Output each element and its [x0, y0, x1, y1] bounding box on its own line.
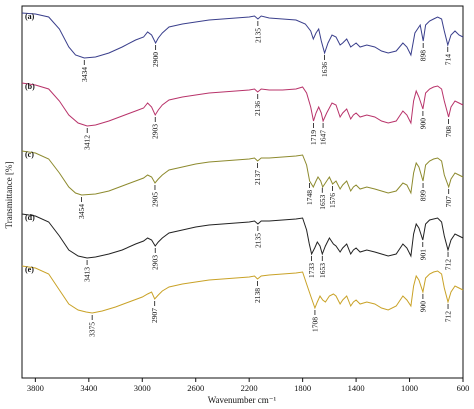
series-line-5 [21, 265, 464, 314]
annotation-label: 3434 [80, 67, 89, 82]
annotation-label: 712 [444, 311, 453, 323]
x-tick-label: 1800 [294, 383, 311, 393]
annotation-label: 900 [418, 301, 427, 313]
series-line-3 [21, 150, 464, 196]
annotation-label: 3413 [83, 267, 92, 282]
x-axis-ticks: 3800 3400 3000 2600 2200 1800 1400 1000 600 [27, 378, 470, 393]
x-tick-label: 600 [457, 383, 470, 393]
annotation-label: 1653 [318, 195, 327, 210]
series-line-2 [21, 82, 464, 127]
panel-label: (c) [25, 150, 34, 159]
annotation-label: 1719 [309, 130, 318, 145]
annotation-label: 2903 [151, 255, 160, 270]
panel-label: (b) [25, 82, 35, 91]
series-line-1 [21, 12, 464, 59]
y-axis-label: Transmittance [%] [4, 162, 14, 229]
plot-frame [21, 5, 464, 379]
x-axis-label: Wavenumber cm⁻¹ [208, 395, 277, 405]
x-tick-label: 2200 [241, 383, 258, 393]
annotation-label: 3454 [77, 204, 86, 219]
annotation-label: 1647 [319, 130, 328, 145]
panel-label: (d) [25, 213, 35, 222]
annotation-label: 1636 [320, 62, 329, 77]
annotation-label: 2138 [253, 288, 262, 303]
annotation-label: 2137 [253, 170, 262, 185]
annotation-label: 2135 [253, 28, 262, 43]
panel-label-layer: (a) (b) (c) (d) (e) [25, 12, 35, 274]
annotation-label: 898 [419, 50, 428, 62]
x-tick-label: 3800 [27, 383, 44, 393]
x-tick-label: 3000 [134, 383, 151, 393]
annotation-label: 708 [444, 126, 453, 138]
x-tick-label: 1000 [401, 383, 418, 393]
annotation-label: 2903 [151, 124, 160, 139]
annotation-label: 1576 [328, 193, 337, 208]
annotation-label: 2907 [150, 308, 159, 323]
annotation-label: 712 [444, 259, 453, 271]
annotation-label: 714 [443, 54, 452, 66]
annotation-label: 2905 [150, 192, 159, 207]
annotation-label: 1653 [318, 263, 327, 278]
x-tick-label: 3400 [80, 383, 97, 393]
annotation-label: 900 [418, 118, 427, 130]
annotation-label: 3412 [83, 135, 92, 150]
annotation-label: 2900 [151, 52, 160, 67]
annotation-label: 1733 [307, 263, 316, 278]
panel-label: (e) [25, 265, 34, 274]
annotation-label: 901 [418, 249, 427, 261]
x-tick-label: 1400 [348, 383, 365, 393]
annotation-label: 2136 [253, 101, 262, 116]
annotation-label: 899 [419, 190, 428, 202]
annotation-label: 1748 [305, 190, 314, 205]
annotation-label: 707 [444, 196, 453, 208]
annotation-label: 2135 [253, 233, 262, 248]
annotation-label: 1708 [310, 317, 319, 332]
series-line-4 [21, 213, 464, 259]
series-layer [21, 12, 464, 314]
x-tick-label: 2600 [187, 383, 204, 393]
panel-label: (a) [25, 12, 35, 21]
annotation-label: 3375 [88, 322, 97, 337]
